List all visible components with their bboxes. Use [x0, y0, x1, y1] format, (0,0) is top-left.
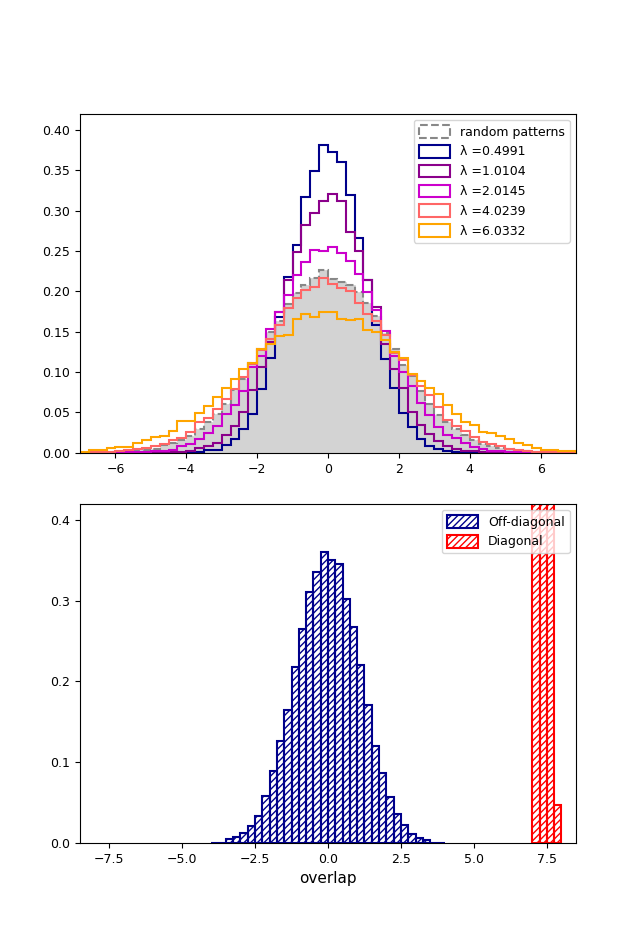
Bar: [357, 665, 364, 843]
Bar: [262, 796, 269, 843]
Bar: [248, 363, 257, 453]
Bar: [275, 321, 284, 453]
Bar: [133, 450, 142, 453]
Bar: [255, 816, 262, 843]
Bar: [350, 627, 357, 843]
Bar: [423, 840, 430, 843]
Bar: [213, 414, 221, 453]
Bar: [387, 796, 394, 843]
Bar: [408, 834, 415, 843]
Bar: [241, 833, 248, 843]
Bar: [355, 292, 364, 453]
Legend: random patterns, λ =0.4991, λ =1.0104, λ =2.0145, λ =4.0239, λ =6.0332: random patterns, λ =0.4991, λ =1.0104, λ…: [413, 120, 570, 242]
Bar: [394, 814, 401, 843]
Bar: [124, 451, 133, 453]
Bar: [204, 421, 213, 453]
Bar: [488, 446, 496, 453]
Bar: [514, 451, 523, 453]
Bar: [381, 333, 390, 453]
Bar: [335, 563, 342, 843]
Bar: [248, 826, 255, 843]
Bar: [328, 279, 337, 453]
Bar: [379, 773, 387, 843]
Bar: [277, 741, 284, 843]
Bar: [239, 379, 248, 453]
Bar: [257, 348, 266, 453]
Bar: [496, 448, 505, 453]
Bar: [372, 316, 381, 453]
Bar: [186, 437, 195, 453]
Bar: [168, 443, 177, 453]
Bar: [554, 805, 561, 843]
Bar: [306, 592, 314, 843]
Bar: [408, 377, 417, 453]
Bar: [364, 706, 372, 843]
Bar: [346, 285, 355, 453]
Bar: [540, 0, 547, 843]
Bar: [337, 282, 346, 453]
Bar: [505, 450, 514, 453]
Bar: [443, 422, 452, 453]
Bar: [226, 839, 233, 843]
Bar: [417, 391, 426, 453]
Bar: [310, 277, 319, 453]
Bar: [292, 293, 301, 453]
Bar: [452, 429, 461, 453]
Bar: [399, 365, 408, 453]
Bar: [479, 443, 488, 453]
Bar: [342, 599, 350, 843]
Bar: [301, 284, 310, 453]
Bar: [470, 439, 479, 453]
Bar: [390, 348, 399, 453]
Bar: [415, 838, 423, 843]
Bar: [372, 746, 379, 843]
Bar: [328, 561, 335, 843]
Bar: [426, 403, 435, 453]
Bar: [547, 83, 554, 843]
Bar: [364, 303, 372, 453]
Bar: [401, 825, 408, 843]
Bar: [230, 390, 239, 453]
Bar: [321, 552, 328, 843]
Legend: Off-diagonal, Diagonal: Off-diagonal, Diagonal: [442, 509, 570, 553]
Bar: [461, 436, 470, 453]
X-axis label: overlap: overlap: [299, 871, 357, 886]
Bar: [142, 450, 151, 453]
Bar: [195, 429, 204, 453]
Bar: [269, 771, 277, 843]
Bar: [221, 404, 230, 453]
Bar: [319, 270, 328, 453]
Bar: [151, 449, 160, 453]
Bar: [292, 667, 299, 843]
Bar: [284, 304, 292, 453]
Bar: [160, 445, 168, 453]
Bar: [284, 710, 292, 843]
Bar: [266, 332, 275, 453]
Bar: [233, 837, 241, 843]
Bar: [435, 415, 443, 453]
Bar: [532, 330, 540, 843]
Bar: [177, 439, 186, 453]
Bar: [314, 572, 321, 843]
Bar: [299, 629, 306, 843]
Bar: [523, 451, 532, 453]
